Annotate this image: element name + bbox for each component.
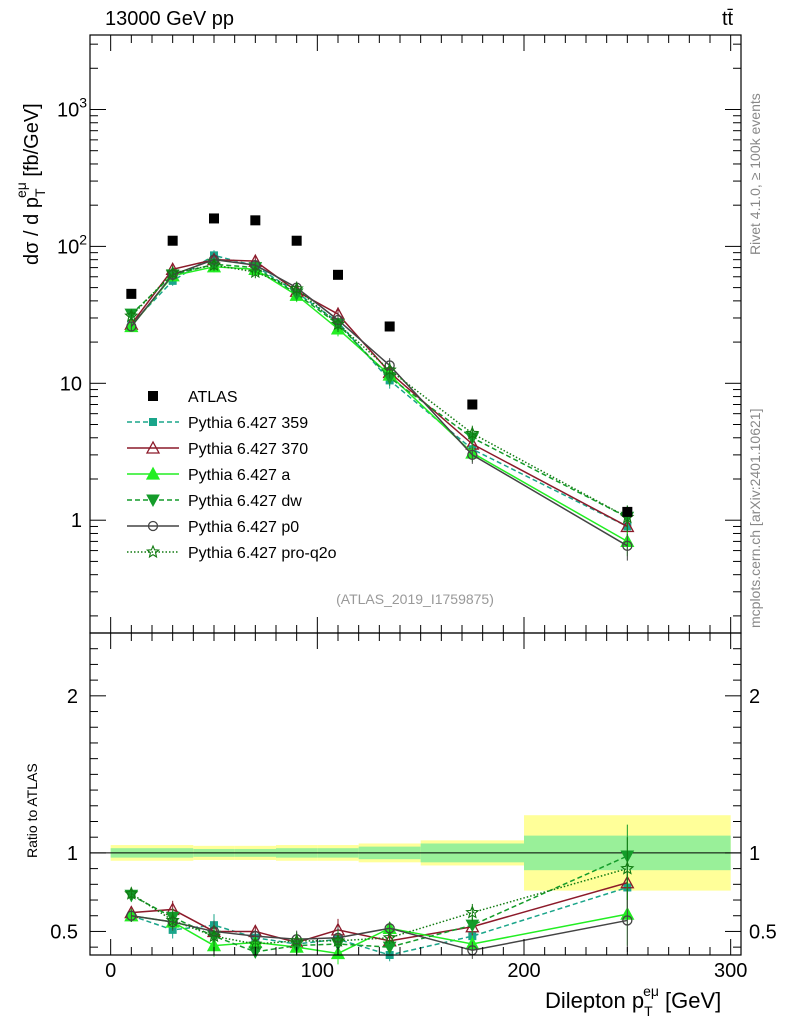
ratio-point <box>620 861 635 875</box>
legend-item: Pythia 6.427 pro-q2o <box>127 544 337 562</box>
legend-marker <box>145 466 161 480</box>
y-tick-label: 10 <box>60 373 82 395</box>
data-point <box>382 362 397 377</box>
rivet-label: Rivet 4.1.0, ≥ 100k events <box>747 93 763 255</box>
mcplots-label: mcplots.cern.ch [arXiv:2401.10621] <box>747 409 763 628</box>
y-tick-label: 102 <box>57 231 87 258</box>
legend-label: Pythia 6.427 a <box>188 467 290 484</box>
series-line-main <box>130 264 628 518</box>
atlas-data-point <box>209 213 219 224</box>
legend-marker <box>145 544 161 559</box>
series-line-ratio <box>131 886 628 956</box>
atlas-data-point <box>126 288 137 299</box>
ratio-tick-label-left: 0.5 <box>50 921 78 943</box>
ratio-tick-label-right: 0.5 <box>749 921 777 943</box>
legend-marker <box>148 391 158 401</box>
series-pro-q2o <box>124 257 635 952</box>
legend-marker <box>146 494 160 508</box>
ratio-point <box>124 886 139 900</box>
x-tick-label: 200 <box>507 960 540 982</box>
data-point <box>467 449 478 461</box>
legend-marker <box>145 440 161 454</box>
legend-label: Pythia 6.427 359 <box>188 415 308 432</box>
legend-label: Pythia 6.427 370 <box>188 441 308 458</box>
legend-item: Pythia 6.427 dw <box>127 493 302 510</box>
final-state-label: tt̄ <box>722 8 734 30</box>
series-ATLAS <box>126 213 633 517</box>
atlas-data-point <box>333 269 343 280</box>
main-plot-frame <box>89 34 742 634</box>
atlas-data-point <box>291 235 302 246</box>
x-tick-label: 0 <box>105 960 116 982</box>
y-tick-label: 103 <box>57 94 87 121</box>
data-point <box>622 540 633 551</box>
legend-label: Pythia 6.427 pro-q2o <box>188 545 337 562</box>
legend-marker <box>149 418 157 426</box>
ratio-axis-title: Ratio to ATLAS <box>24 763 40 858</box>
data-point <box>330 316 346 331</box>
data-point <box>465 426 480 440</box>
ratio-tick-label-left: 1 <box>67 843 78 865</box>
ratio-point <box>465 905 480 919</box>
ratio-point <box>622 915 633 926</box>
legend-item: Pythia 6.427 a <box>127 466 290 484</box>
ratio-tick-label-right: 2 <box>749 686 760 708</box>
ratio-point <box>165 912 180 927</box>
y-tick-label: 1 <box>71 510 82 532</box>
legend-item: Pythia 6.427 p0 <box>127 519 299 536</box>
legend-label: Pythia 6.427 dw <box>188 493 302 510</box>
ratio-point <box>382 930 397 944</box>
data-point <box>206 257 222 272</box>
data-point <box>289 281 304 295</box>
legend-item: Pythia 6.427 370 <box>127 440 308 458</box>
ratio-tick-label-right: 1 <box>749 843 760 865</box>
atlas-data-point <box>622 506 633 517</box>
ratio-point <box>289 933 304 947</box>
x-tick-label: 100 <box>301 960 334 982</box>
process-label: 13000 GeV pp <box>105 8 234 30</box>
ratio-tick-label-left: 2 <box>67 686 78 708</box>
data-point <box>126 321 137 332</box>
legend-label: ATLAS <box>188 389 238 406</box>
ratio-point <box>248 936 263 951</box>
x-axis-title: Dilepton pTeμ [GeV] <box>545 983 721 1019</box>
legend-marker <box>147 520 159 532</box>
atlas-data-point <box>167 235 178 246</box>
atlas-data-point <box>467 399 478 410</box>
data-point <box>124 308 139 323</box>
data-point <box>248 264 263 279</box>
ratio-point <box>330 933 346 947</box>
ratio-point <box>126 910 137 921</box>
legend-item: Pythia 6.427 359 <box>127 415 308 432</box>
y-axis-title: dσ / d pTeμ [fb/GeV] <box>13 103 48 265</box>
data-point <box>165 265 180 279</box>
ratio-point <box>206 928 222 943</box>
legend-item: ATLAS <box>148 389 238 406</box>
series-line-ratio <box>130 867 628 945</box>
analysis-id: (ATLAS_2019_I1759875) <box>336 591 494 607</box>
atlas-data-point <box>250 215 261 226</box>
atlas-data-point <box>384 321 395 332</box>
legend-label: Pythia 6.427 p0 <box>188 519 299 536</box>
ratio-plot-frame <box>89 632 742 956</box>
x-tick-label: 300 <box>714 960 747 982</box>
